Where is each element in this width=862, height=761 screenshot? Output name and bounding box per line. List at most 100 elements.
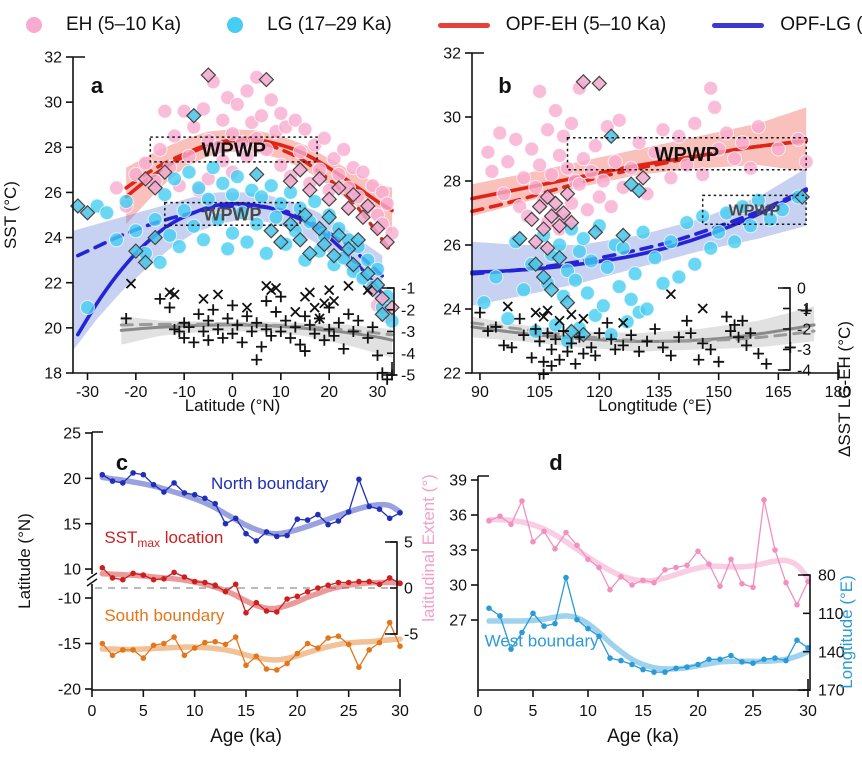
lg-circles-point <box>623 291 639 307</box>
south-boundary-point <box>294 650 301 657</box>
eh-circles-point <box>719 125 735 141</box>
cross-marker <box>566 309 577 320</box>
cross-marker <box>241 302 253 313</box>
eh-circles-point <box>512 199 528 215</box>
plus-marker <box>299 345 311 357</box>
lg-circles-point <box>719 205 735 221</box>
panel-c: North boundary SSTmax location South bound… <box>15 426 418 747</box>
lg-diamonds-point <box>535 269 552 285</box>
wpwp-box <box>149 136 318 163</box>
plus-marker <box>657 341 669 353</box>
eh-circles-point <box>607 154 623 170</box>
west-boundary-point <box>618 657 624 664</box>
latitudinal-extent-point <box>596 564 602 571</box>
plus-marker <box>482 325 494 337</box>
eh-circles-point <box>655 122 671 138</box>
y-tick-label: 39 <box>449 473 467 490</box>
y-tick-label: 22 <box>44 275 62 292</box>
west-boundary-annotation: West boundary <box>485 632 600 651</box>
y-tick-label: 25 <box>63 426 81 443</box>
eh-circles-point <box>336 142 352 157</box>
eh-diamonds-point <box>330 180 347 196</box>
y-tick-label: 22 <box>443 366 461 383</box>
right-tick-label: 140 <box>818 644 845 661</box>
plus-marker <box>198 326 209 337</box>
y-tick-label: 33 <box>449 543 467 560</box>
south-boundary-point <box>356 664 362 670</box>
north-boundary-point <box>274 533 280 540</box>
eh-circles-point <box>234 135 250 151</box>
plus-marker <box>633 346 645 358</box>
right-tick-label: -4 <box>401 346 415 363</box>
latitudinal-extent-point <box>739 581 745 587</box>
lg-diamonds-point <box>603 128 620 145</box>
eh-circles-point <box>297 121 313 137</box>
lg-diamonds-point <box>185 107 202 124</box>
eh-diamonds-point <box>369 220 386 237</box>
sstmax-location-point <box>315 585 321 591</box>
plus-marker <box>558 325 569 337</box>
cross-marker <box>538 311 549 322</box>
plus-marker <box>538 356 550 368</box>
inner-tick-label: 5 <box>404 535 413 552</box>
eh-circles-point <box>552 147 567 163</box>
plus-marker <box>534 335 546 347</box>
sstmax-location-point <box>304 588 311 595</box>
lg-circles-point <box>516 282 532 298</box>
lg-circles-point <box>176 203 192 218</box>
west-boundary-point <box>596 633 602 640</box>
plus-marker <box>338 343 350 355</box>
plus-marker <box>265 330 277 342</box>
eh-circles-point <box>516 170 532 186</box>
x-tick-label: 90 <box>471 384 489 401</box>
eh-circles-point <box>707 99 723 115</box>
eh-diamonds-point <box>355 209 371 226</box>
y-tick-label: 28 <box>443 174 461 191</box>
plus-marker <box>328 330 340 342</box>
cross-marker <box>125 278 137 289</box>
y-tick-label: -20 <box>58 682 81 699</box>
lg-circles-point <box>239 234 255 250</box>
south-boundary-point <box>315 645 321 651</box>
eh-circles-point <box>258 142 274 157</box>
lg-diamonds-point <box>316 236 333 253</box>
plus-marker <box>294 339 306 351</box>
sstmax-location-point <box>202 579 208 586</box>
latitudinal-extent-point <box>497 513 503 519</box>
legend-item-opf-lg: OPF-LG (17–29 Ka) <box>712 14 862 36</box>
plus-marker <box>246 326 258 337</box>
plus-marker <box>705 344 717 355</box>
eh-circles-point <box>556 128 571 144</box>
lg-circles-point <box>560 263 575 279</box>
eh-circles-point <box>695 167 711 183</box>
lg-circles-point <box>152 254 168 270</box>
x-tick-label: 10 <box>186 703 204 720</box>
plus-marker <box>343 308 354 320</box>
south-boundary-point <box>222 641 229 648</box>
lg-circles-point <box>162 227 178 243</box>
west-boundary-point <box>717 656 723 663</box>
west-boundary-point <box>541 623 547 629</box>
eh-circles-point <box>727 151 743 167</box>
plus-marker <box>625 329 637 341</box>
latitudinal-extent-point <box>508 521 514 528</box>
legend-item-opf-eh: OPF-EH (5–10 Ka) <box>437 14 666 36</box>
lg-diamonds-point <box>340 241 357 257</box>
south-boundary-point <box>181 652 188 659</box>
lg-circles-point <box>191 180 207 196</box>
west-boundary-point <box>673 665 679 672</box>
eh-circles-point <box>254 108 269 124</box>
cross-marker <box>697 303 708 314</box>
y-tick-label: 36 <box>449 508 467 525</box>
north-boundary-point <box>222 520 229 527</box>
x-tick-label: -20 <box>124 384 147 401</box>
lg-circles-point <box>225 187 240 203</box>
plus-marker <box>372 349 383 361</box>
eh-diamonds-point <box>321 191 338 208</box>
lg-diamonds-point <box>374 306 391 323</box>
sstmax-location-point <box>397 580 403 587</box>
south-boundary-point <box>253 653 260 659</box>
west-boundary-point <box>508 646 514 652</box>
plus-marker <box>260 323 272 335</box>
wpwp-box <box>566 137 807 171</box>
